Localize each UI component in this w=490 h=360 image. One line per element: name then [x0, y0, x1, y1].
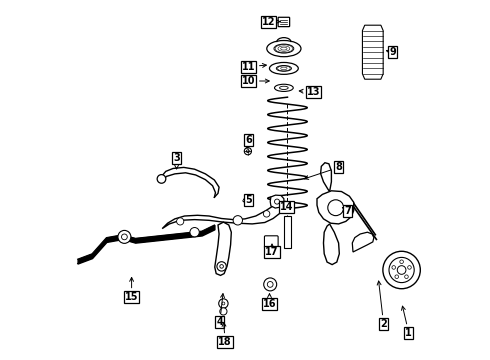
- Polygon shape: [162, 204, 282, 229]
- Circle shape: [328, 200, 343, 216]
- Text: 8: 8: [304, 162, 342, 179]
- Circle shape: [263, 211, 270, 217]
- Circle shape: [233, 216, 243, 225]
- Circle shape: [268, 282, 273, 287]
- Circle shape: [190, 228, 199, 237]
- Circle shape: [400, 260, 403, 264]
- Circle shape: [245, 148, 251, 155]
- Circle shape: [157, 175, 166, 183]
- Ellipse shape: [274, 44, 294, 53]
- Ellipse shape: [280, 86, 288, 90]
- Circle shape: [246, 150, 249, 153]
- Circle shape: [408, 266, 411, 269]
- Text: 9: 9: [387, 47, 396, 57]
- Ellipse shape: [274, 84, 293, 91]
- Text: 16: 16: [263, 294, 276, 309]
- Text: 17: 17: [265, 244, 279, 257]
- Circle shape: [217, 262, 226, 271]
- Circle shape: [219, 299, 228, 308]
- Text: 3: 3: [173, 153, 180, 169]
- FancyBboxPatch shape: [278, 17, 290, 27]
- Circle shape: [395, 275, 398, 279]
- Circle shape: [220, 308, 227, 315]
- Circle shape: [118, 230, 131, 243]
- Circle shape: [397, 266, 406, 274]
- Text: 15: 15: [125, 278, 138, 302]
- Polygon shape: [270, 195, 284, 208]
- Circle shape: [222, 302, 225, 305]
- Text: 6: 6: [245, 135, 252, 148]
- Ellipse shape: [276, 66, 292, 71]
- Circle shape: [383, 251, 420, 289]
- FancyBboxPatch shape: [265, 236, 278, 248]
- Text: 10: 10: [242, 76, 269, 86]
- Text: 1: 1: [401, 306, 412, 338]
- FancyBboxPatch shape: [284, 216, 291, 248]
- Text: 11: 11: [242, 62, 267, 72]
- Text: 12: 12: [262, 17, 280, 27]
- Circle shape: [264, 278, 277, 291]
- Circle shape: [274, 199, 280, 204]
- Polygon shape: [352, 232, 374, 252]
- Text: 14: 14: [280, 202, 293, 212]
- Text: 4: 4: [217, 294, 224, 327]
- Text: 18: 18: [219, 323, 232, 347]
- Ellipse shape: [267, 40, 301, 57]
- Text: 13: 13: [299, 87, 320, 97]
- Polygon shape: [320, 163, 331, 192]
- Text: 5: 5: [245, 195, 252, 205]
- Circle shape: [389, 257, 414, 283]
- Circle shape: [220, 265, 223, 268]
- Circle shape: [122, 234, 127, 240]
- Ellipse shape: [270, 62, 298, 74]
- Circle shape: [176, 218, 184, 225]
- Polygon shape: [317, 191, 354, 224]
- Polygon shape: [215, 222, 231, 275]
- Text: 2: 2: [377, 281, 387, 329]
- Polygon shape: [363, 25, 383, 79]
- Circle shape: [392, 266, 395, 269]
- Circle shape: [405, 275, 408, 279]
- Text: 7: 7: [343, 206, 351, 216]
- Polygon shape: [323, 224, 339, 265]
